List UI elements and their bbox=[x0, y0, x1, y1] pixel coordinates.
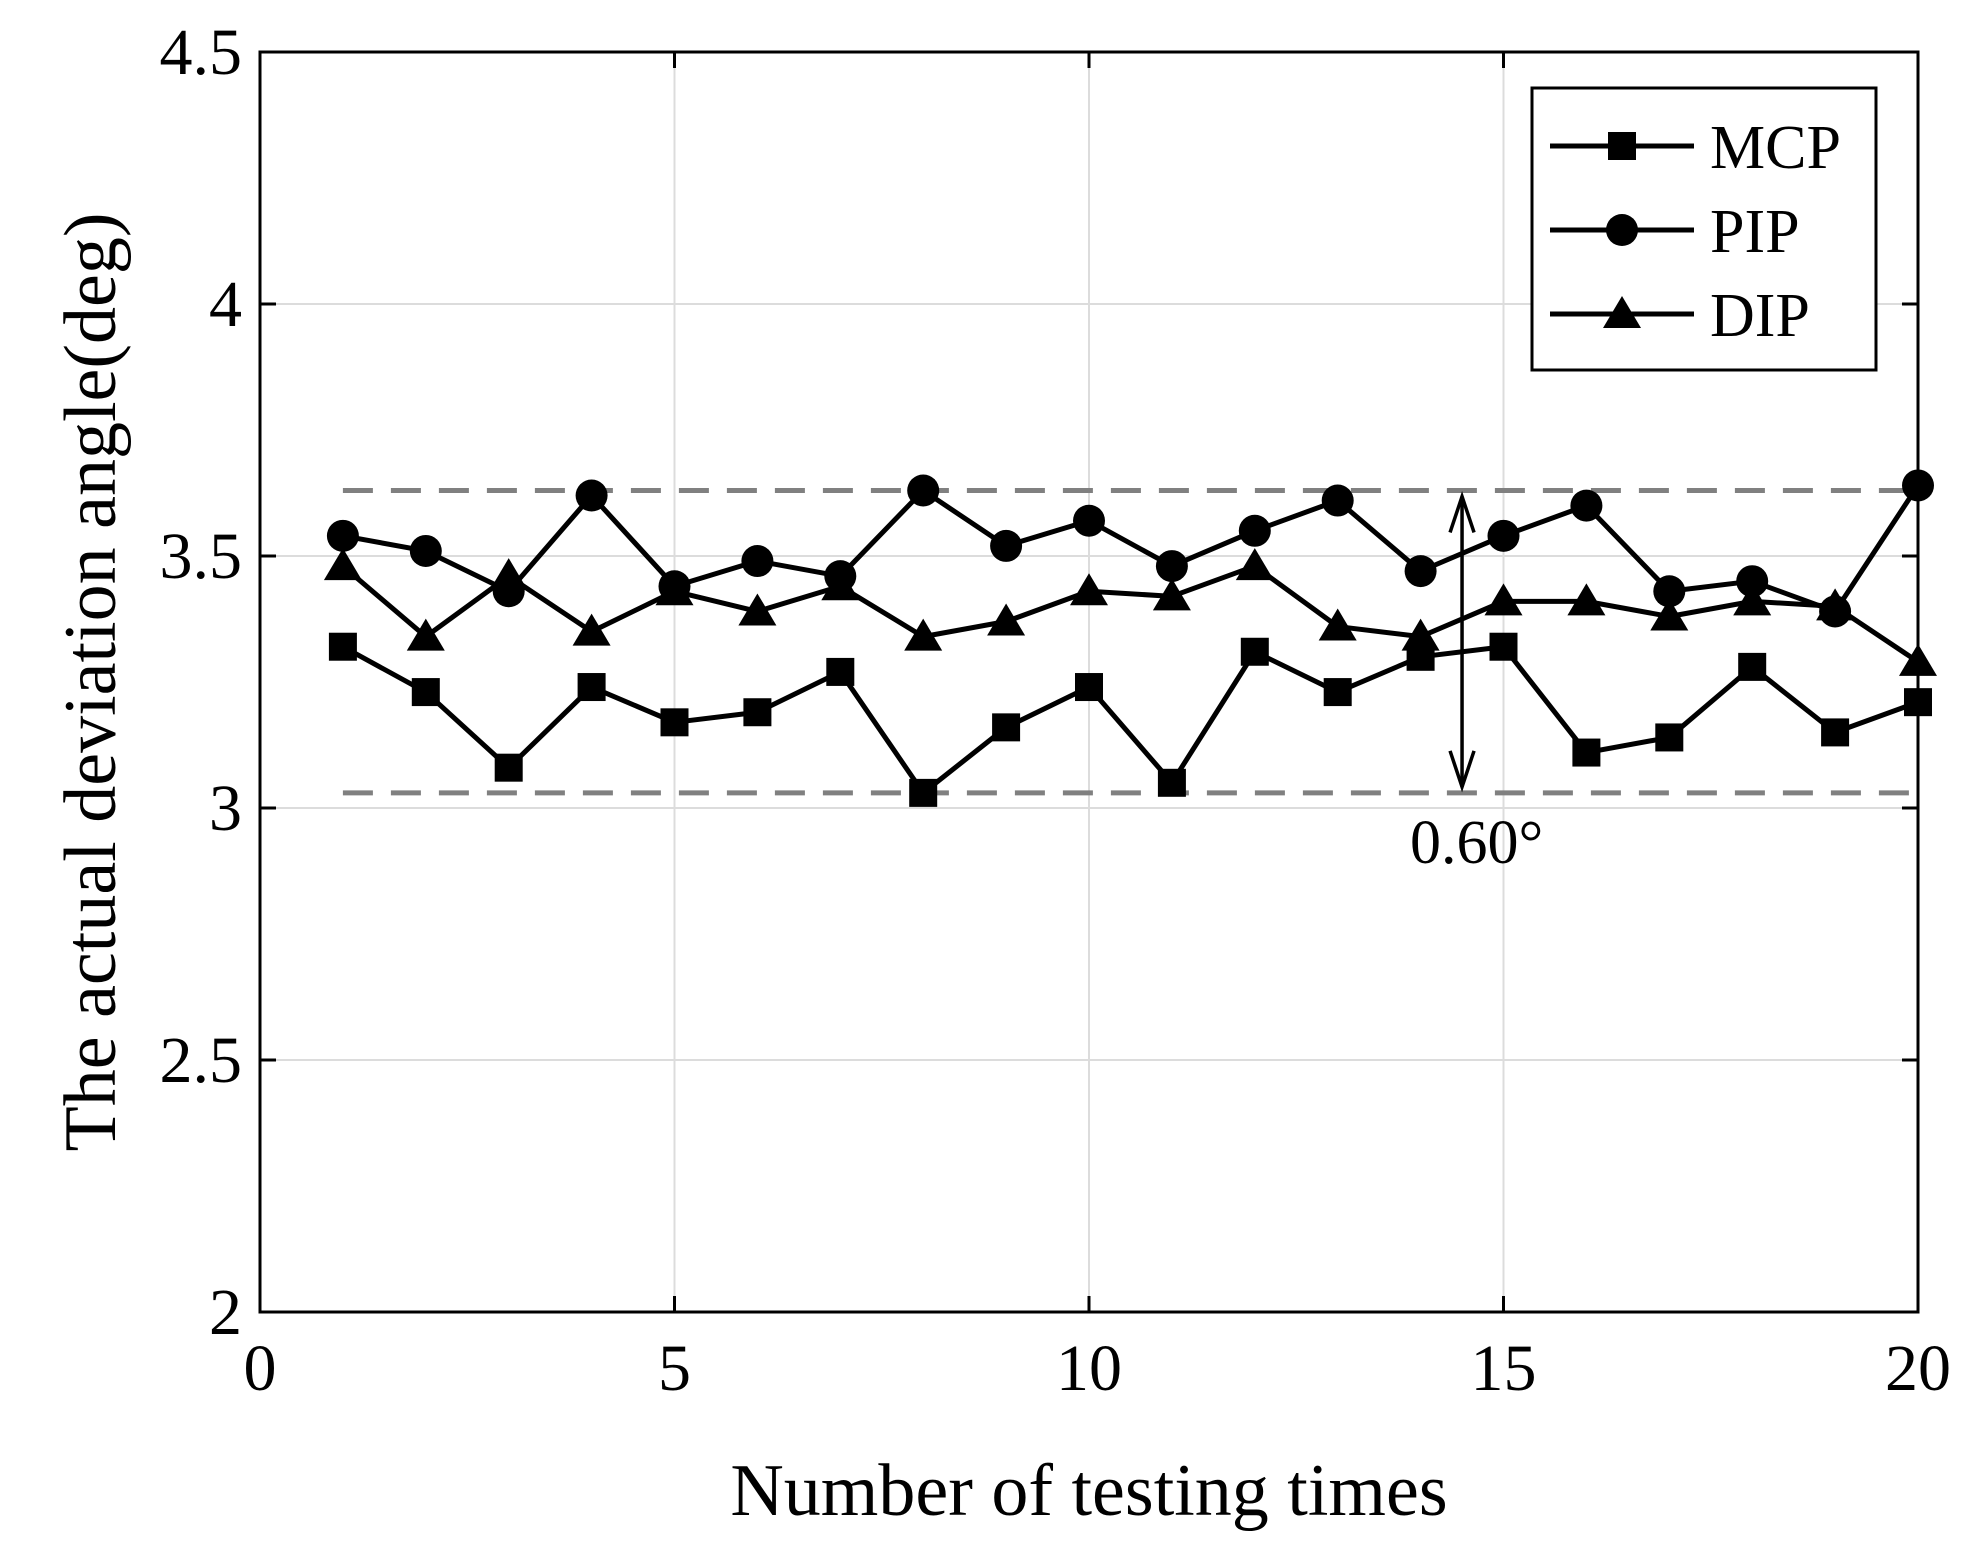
pip-point bbox=[1570, 489, 1603, 522]
x-tick-label: 5 bbox=[658, 1332, 691, 1405]
y-tick-label: 4.5 bbox=[160, 16, 243, 89]
x-tick-label: 10 bbox=[1056, 1332, 1122, 1405]
pip-point bbox=[1653, 575, 1686, 608]
y-tick-label: 3 bbox=[209, 772, 242, 845]
legend-box bbox=[1530, 86, 1878, 372]
dip-point bbox=[821, 568, 860, 601]
pip-point bbox=[1487, 519, 1520, 552]
x-tick-label: 15 bbox=[1471, 1332, 1537, 1405]
legend-item-mcp: MCP bbox=[1550, 114, 1841, 182]
legend-item-dip: DIP bbox=[1550, 282, 1810, 350]
series-layer bbox=[323, 469, 1937, 807]
range-arrow-head-bottom bbox=[1448, 750, 1476, 793]
mcp-point bbox=[1904, 688, 1932, 717]
pip-point bbox=[1902, 469, 1934, 502]
mcp-series bbox=[328, 632, 1932, 807]
pip-point bbox=[1238, 514, 1271, 547]
mcp-point bbox=[1655, 723, 1684, 752]
pip-point bbox=[741, 545, 774, 578]
pip-point bbox=[1321, 484, 1354, 517]
range-arrow-head-top bbox=[1448, 490, 1476, 534]
mcp-point bbox=[1240, 637, 1269, 666]
y-tick-label: 3.5 bbox=[160, 520, 243, 593]
y-tick-label: 4 bbox=[209, 268, 242, 341]
pip-point bbox=[326, 519, 359, 552]
x-tick-label: 0 bbox=[244, 1332, 277, 1405]
mcp-point bbox=[1489, 632, 1518, 661]
mcp-point bbox=[328, 632, 357, 661]
legend: MCP PIP DIP bbox=[1530, 86, 1878, 372]
dip-series-line bbox=[341, 563, 1920, 664]
pip-point bbox=[1073, 504, 1105, 537]
dip-point bbox=[406, 618, 445, 651]
dip-point bbox=[1401, 618, 1440, 651]
mcp-point bbox=[411, 678, 440, 707]
mcp-point bbox=[909, 778, 938, 807]
y-tick-label: 2 bbox=[209, 1276, 242, 1349]
tick-layer: 0 5 10 15 20 2 2.5 3 3.5 4 4.5 bbox=[160, 16, 1952, 1405]
mcp-point bbox=[1821, 718, 1850, 747]
mcp-point bbox=[1075, 673, 1103, 702]
dip-point bbox=[655, 573, 694, 606]
dip-point bbox=[1733, 583, 1772, 616]
mcp-point bbox=[1157, 768, 1186, 797]
legend-marker-mcp bbox=[1608, 132, 1636, 160]
dip-point bbox=[1318, 608, 1357, 641]
mcp-point bbox=[1323, 678, 1352, 707]
dip-point bbox=[1816, 588, 1855, 621]
legend-marker-pip bbox=[1606, 214, 1638, 246]
dip-point bbox=[738, 593, 777, 626]
range-annotation-label: 0.60° bbox=[1410, 809, 1543, 877]
dip-series bbox=[323, 548, 1937, 676]
legend-item-pip: PIP bbox=[1550, 198, 1800, 266]
mcp-series-line bbox=[341, 644, 1919, 796]
pip-series bbox=[326, 469, 1934, 628]
mcp-point bbox=[494, 753, 523, 782]
dip-point bbox=[1899, 643, 1937, 676]
mcp-point bbox=[1572, 738, 1601, 767]
pip-point bbox=[1155, 550, 1188, 583]
dip-point bbox=[1070, 573, 1108, 606]
mcp-point bbox=[992, 713, 1021, 742]
x-axis-label: Number of testing times bbox=[730, 1450, 1447, 1532]
x-tick-label: 20 bbox=[1885, 1332, 1951, 1405]
legend-marker-dip bbox=[1603, 296, 1641, 328]
pip-point bbox=[907, 474, 940, 507]
dip-point bbox=[1484, 583, 1523, 616]
dip-point bbox=[572, 613, 611, 646]
annotation-layer: 0.60° bbox=[1410, 490, 1543, 877]
legend-label-mcp: MCP bbox=[1710, 114, 1841, 182]
legend-label-pip: PIP bbox=[1710, 198, 1800, 266]
pip-point bbox=[409, 534, 442, 567]
pip-point bbox=[1404, 555, 1437, 588]
dip-point bbox=[489, 558, 528, 591]
dip-point bbox=[904, 618, 943, 651]
dip-point bbox=[987, 603, 1026, 636]
pip-point bbox=[575, 479, 608, 512]
pip-series-line bbox=[342, 484, 1921, 614]
mcp-point bbox=[826, 657, 855, 686]
legend-label-dip: DIP bbox=[1710, 282, 1810, 350]
pip-point bbox=[1736, 565, 1769, 598]
y-axis-label: The actual deviation angle(deg) bbox=[50, 213, 132, 1152]
mcp-point bbox=[660, 708, 689, 737]
mcp-point bbox=[743, 698, 772, 727]
y-tick-label: 2.5 bbox=[160, 1024, 243, 1097]
mcp-point bbox=[1738, 652, 1767, 681]
mcp-point bbox=[577, 673, 606, 702]
dip-point bbox=[323, 548, 362, 581]
dip-point bbox=[1152, 578, 1191, 611]
dip-point bbox=[1650, 598, 1689, 631]
pip-point bbox=[990, 529, 1023, 562]
dip-point bbox=[1567, 583, 1606, 616]
dip-point bbox=[1235, 548, 1274, 581]
